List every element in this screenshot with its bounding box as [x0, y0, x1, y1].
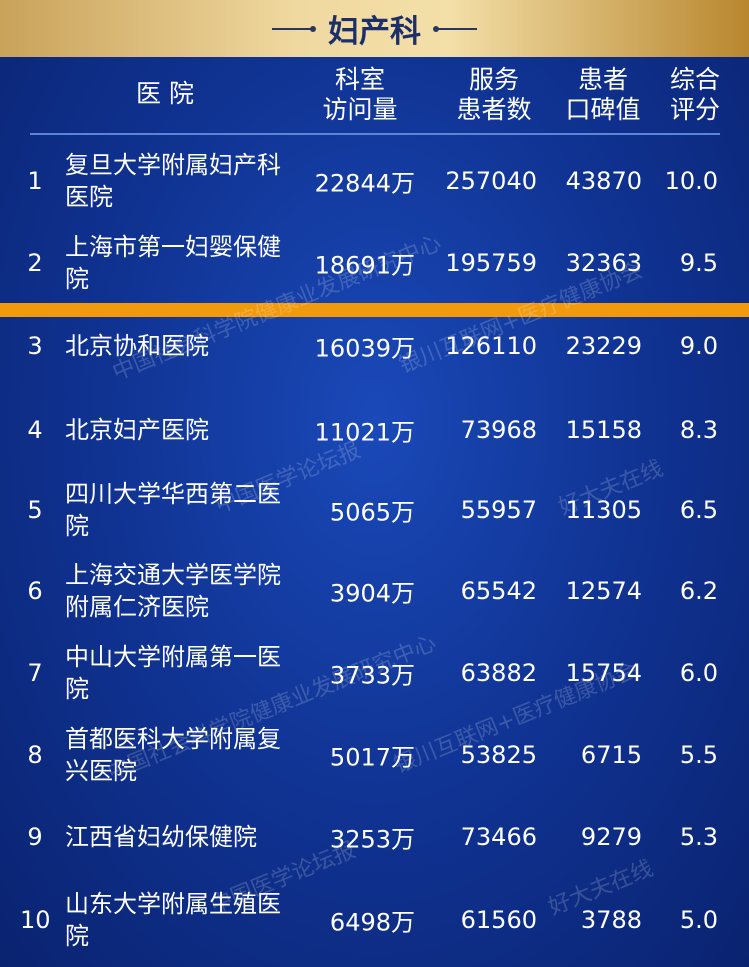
table-row: 6 上海交通大学医学院附属仁济医院 3904万 65542 12574 6.2: [0, 550, 749, 632]
patients-cell: 73466: [460, 823, 537, 851]
patients-cell: 65542: [460, 577, 537, 605]
score-cell: 6.0: [679, 659, 718, 687]
score-cell: 10.0: [664, 167, 718, 195]
rank-cell: 8: [27, 741, 43, 769]
highlight-divider: [0, 303, 749, 317]
reputation-cell: 23229: [565, 332, 642, 360]
visits-cell: 3904万: [329, 579, 415, 608]
reputation-cell: 9279: [580, 823, 642, 851]
hospital-name: 首都医科大学附属复兴医院: [65, 725, 281, 785]
patients-cell: 55957: [460, 496, 537, 524]
hospital-name: 江西省妇幼保健院: [65, 823, 257, 851]
table-row: 8 首都医科大学附属复兴医院 5017万 53825 6715 5.5: [0, 714, 749, 796]
title-banner: 妇产科: [0, 0, 749, 57]
hospital-name: 复旦大学附属妇产科医院: [65, 151, 281, 211]
header-reputation: 患者 口碑值: [565, 65, 641, 124]
rank-cell: 9: [27, 823, 43, 851]
reputation-cell: 32363: [565, 249, 642, 277]
rank-cell: 3: [27, 332, 43, 360]
patients-cell: 61560: [460, 906, 537, 934]
table-row: 2 上海市第一妇婴保健院 18691万 195759 32363 9.5: [0, 222, 749, 304]
table-row: 3 北京协和医院 16039万 126110 23229 9.0: [0, 305, 749, 387]
rank-cell: 5: [27, 496, 43, 524]
visits-cell: 3733万: [329, 661, 415, 690]
table-row: 10 山东大学附属生殖医院 6498万 61560 3788 5.0: [0, 879, 749, 961]
page-title: 妇产科: [328, 14, 421, 50]
table-row: 9 江西省妇幼保健院 3253万 73466 9279 5.3: [0, 796, 749, 878]
visits-cell: 16039万: [314, 334, 415, 363]
header-hospital: 医 院: [136, 79, 194, 108]
decorative-line: [272, 25, 316, 32]
score-cell: 5.5: [679, 741, 718, 769]
visits-cell: 5017万: [329, 743, 415, 772]
score-cell: 8.3: [679, 416, 718, 444]
visits-cell: 3253万: [329, 825, 415, 854]
reputation-cell: 15754: [565, 659, 642, 687]
table-row: 1 复旦大学附属妇产科医院 22844万 257040 43870 10.0: [0, 140, 749, 222]
patients-cell: 195759: [445, 249, 537, 277]
rank-cell: 4: [27, 416, 43, 444]
score-cell: 5.0: [679, 906, 718, 934]
visits-cell: 5065万: [329, 498, 415, 527]
reputation-cell: 12574: [565, 577, 642, 605]
rank-cell: 6: [27, 577, 43, 605]
table-row: 4 北京妇产医院 11021万 73968 15158 8.3: [0, 389, 749, 471]
rank-cell: 7: [27, 659, 43, 687]
rank-cell: 1: [27, 167, 43, 195]
patients-cell: 63882: [460, 659, 537, 687]
hospital-name: 上海市第一妇婴保健院: [65, 233, 281, 293]
reputation-cell: 15158: [565, 416, 642, 444]
decorative-line: [433, 25, 477, 32]
hospital-name: 中山大学附属第一医院: [65, 643, 281, 703]
reputation-cell: 3788: [580, 906, 642, 934]
rank-cell: 10: [20, 906, 51, 934]
header-divider: [30, 133, 720, 135]
score-cell: 6.2: [679, 577, 718, 605]
table-header: 医 院 科室 访问量 服务 患者数 患者 口碑值 综合 评分: [0, 57, 749, 133]
hospital-name: 北京妇产医院: [65, 416, 209, 444]
hospital-name: 山东大学附属生殖医院: [65, 890, 281, 950]
hospital-name: 上海交通大学医学院附属仁济医院: [65, 561, 281, 621]
patients-cell: 126110: [445, 332, 537, 360]
hospital-name: 北京协和医院: [65, 332, 209, 360]
header-visits: 科室 访问量: [322, 65, 398, 124]
table-row: 5 四川大学华西第二医院 5065万 55957 11305 6.5: [0, 469, 749, 551]
visits-cell: 22844万: [314, 169, 415, 198]
score-cell: 5.3: [679, 823, 718, 851]
reputation-cell: 43870: [565, 167, 642, 195]
reputation-cell: 11305: [565, 496, 642, 524]
visits-cell: 18691万: [314, 251, 415, 280]
score-cell: 9.0: [679, 332, 718, 360]
patients-cell: 73968: [460, 416, 537, 444]
rank-cell: 2: [27, 249, 43, 277]
visits-cell: 6498万: [329, 908, 415, 937]
patients-cell: 257040: [445, 167, 537, 195]
header-score: 综合 评分: [669, 65, 720, 124]
reputation-cell: 6715: [580, 741, 642, 769]
table-background: [0, 57, 749, 967]
patients-cell: 53825: [460, 741, 537, 769]
header-patients: 服务 患者数: [456, 65, 532, 124]
visits-cell: 11021万: [314, 418, 415, 447]
score-cell: 9.5: [679, 249, 718, 277]
hospital-name: 四川大学华西第二医院: [65, 480, 281, 540]
table-row: 7 中山大学附属第一医院 3733万 63882 15754 6.0: [0, 632, 749, 714]
score-cell: 6.5: [679, 496, 718, 524]
